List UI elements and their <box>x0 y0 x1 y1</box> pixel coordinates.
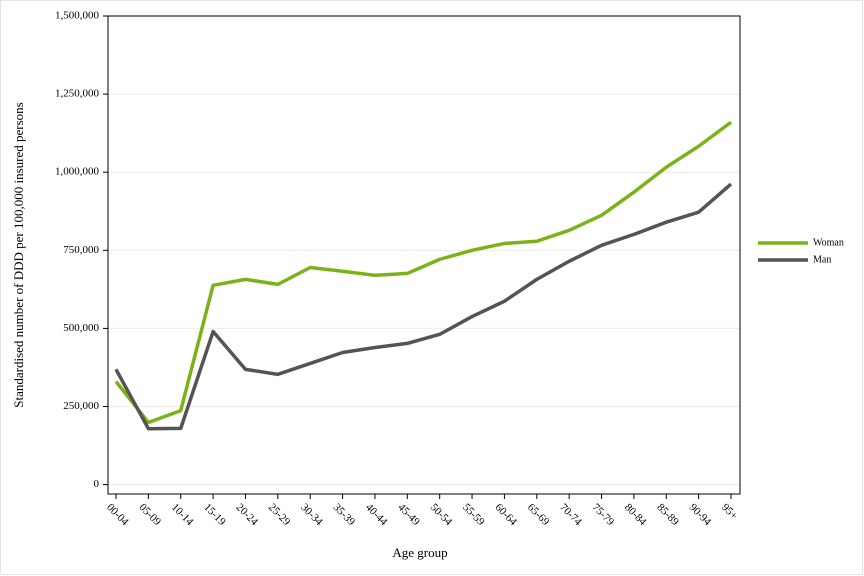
line <box>114 182 733 431</box>
line <box>114 120 733 425</box>
legend-label: Woman <box>813 237 844 248</box>
plot-frame <box>107 15 741 495</box>
y-tick-label: 250,000 <box>63 400 99 412</box>
legend-label: Man <box>813 254 831 265</box>
y-tick-label: 1,000,000 <box>55 166 100 178</box>
y-axis-label: Standardised number of DDD per 100,000 i… <box>11 102 26 407</box>
y-tick-label: 1,250,000 <box>55 88 100 100</box>
y-tick-label: 1,500,000 <box>55 10 100 22</box>
x-axis-label: Age group <box>392 545 447 560</box>
y-tick-label: 0 <box>94 478 100 490</box>
y-tick-label: 500,000 <box>63 322 99 334</box>
y-tick-label: 750,000 <box>63 244 99 256</box>
